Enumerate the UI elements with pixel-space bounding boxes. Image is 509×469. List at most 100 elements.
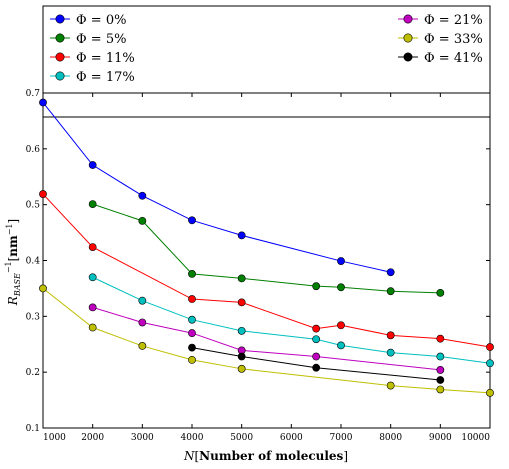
series-5 xyxy=(39,284,494,397)
legend-item: Φ = 0% xyxy=(50,13,126,28)
legend-marker xyxy=(403,33,413,43)
data-point xyxy=(188,269,196,278)
y-axis-label-sup: −1 xyxy=(4,261,13,273)
legend-label: Φ = 17% xyxy=(76,70,135,85)
data-point xyxy=(138,216,147,225)
legend-item: Φ = 11% xyxy=(50,51,135,66)
legend-item: Φ = 17% xyxy=(50,70,135,85)
data-point xyxy=(436,376,445,384)
series-2 xyxy=(39,190,494,351)
series-line xyxy=(191,347,441,381)
data-point xyxy=(188,295,196,303)
legend-marker xyxy=(55,52,65,62)
x-tick-label: 3000 xyxy=(131,433,154,443)
data-point xyxy=(386,348,395,357)
y-axis-label-var: R xyxy=(6,296,20,306)
y-tick-label: 0.6 xyxy=(26,145,41,155)
data-point xyxy=(88,243,97,251)
data-point xyxy=(88,303,97,312)
series-6 xyxy=(188,343,445,384)
data-point xyxy=(337,257,345,265)
data-point xyxy=(386,268,395,277)
legend-label: Φ = 41% xyxy=(424,51,483,66)
plot-frame xyxy=(42,92,491,429)
data-point xyxy=(436,366,445,374)
legend-label: Φ = 0% xyxy=(76,13,126,28)
data-point xyxy=(138,342,147,350)
y-axis-label-close: ] xyxy=(6,219,20,224)
y-axis-label-unit-sup: −1 xyxy=(5,223,14,235)
legend-label: Φ = 5% xyxy=(76,32,126,47)
y-tick-label: 0.5 xyxy=(26,201,41,211)
y-axis-label-sub: BASE xyxy=(13,273,22,297)
data-point xyxy=(39,190,47,198)
data-point xyxy=(188,315,196,324)
legend: Φ = 0% Φ = 5% Φ = 11% Φ = 17% Φ = 21% Φ = 33%… xyxy=(50,13,483,85)
y-axis-label: RBASE−1[nm−1] xyxy=(4,219,22,306)
legend-box xyxy=(42,5,491,118)
data-point xyxy=(436,385,445,394)
x-axis-label: N[Number of molecules] xyxy=(183,449,348,463)
y-tick-label: 0.3 xyxy=(26,312,41,322)
y-tick-label: 0.4 xyxy=(26,257,41,267)
series-line xyxy=(92,306,441,371)
data-point xyxy=(386,331,395,340)
data-point xyxy=(486,388,494,397)
legend-label: Φ = 11% xyxy=(76,51,135,66)
data-point xyxy=(138,296,147,305)
x-axis-label-text: Number of molecules xyxy=(199,449,343,463)
x-axis-label-close: ] xyxy=(343,449,348,463)
data-point xyxy=(486,359,494,368)
legend-label: Φ = 33% xyxy=(424,32,483,47)
data-point xyxy=(39,98,47,107)
series-0 xyxy=(39,98,395,277)
data-point xyxy=(237,364,246,373)
data-point xyxy=(337,341,345,350)
data-point xyxy=(188,355,196,364)
x-tick-label: 2000 xyxy=(81,433,104,443)
x-tick-label: 9000 xyxy=(429,433,452,443)
x-tick-label: 10000 xyxy=(461,433,490,443)
legend-marker xyxy=(403,14,413,24)
data-point xyxy=(138,318,147,327)
data-point xyxy=(88,200,97,209)
legend-marker xyxy=(55,14,65,24)
legend-item: Φ = 33% xyxy=(398,32,483,47)
y-axis: 0.1 0.2 0.3 0.4 0.5 0.6 0.7 xyxy=(26,89,490,434)
data-point xyxy=(312,335,321,344)
x-tick-label: 6000 xyxy=(280,433,303,443)
data-point xyxy=(237,352,246,361)
legend-marker xyxy=(55,33,65,43)
data-point xyxy=(39,284,47,293)
series-layer xyxy=(39,98,494,397)
data-point xyxy=(237,231,246,240)
data-point xyxy=(312,282,321,291)
data-point xyxy=(312,363,321,372)
x-tick-label: 5000 xyxy=(230,433,253,443)
y-axis-label-open: [ xyxy=(6,257,20,262)
data-point xyxy=(237,298,246,307)
y-tick-label: 0.2 xyxy=(26,368,40,378)
data-point xyxy=(88,161,97,169)
y-tick-label: 0.1 xyxy=(26,424,40,434)
y-axis-label-unit: nm xyxy=(6,235,20,257)
data-point xyxy=(88,323,97,332)
data-point xyxy=(312,352,321,361)
x-tick-label: 7000 xyxy=(330,433,353,443)
legend-item: Φ = 21% xyxy=(398,13,483,28)
data-point xyxy=(386,287,395,296)
data-point xyxy=(436,334,445,343)
series-1 xyxy=(88,200,445,297)
series-4 xyxy=(88,303,445,374)
x-axis: 1000 2000 3000 4000 5000 6000 7000 8000 9000 1000… xyxy=(42,93,491,443)
x-tick-label: 1000 xyxy=(43,433,66,443)
y-tick-label: 0.7 xyxy=(26,89,41,99)
data-point xyxy=(386,381,395,390)
data-point xyxy=(486,343,494,351)
x-tick-label: 4000 xyxy=(181,433,204,443)
data-point xyxy=(337,283,345,292)
x-axis-label-open: [ xyxy=(194,449,199,463)
legend-label: Φ = 21% xyxy=(424,13,483,28)
data-point xyxy=(188,216,196,225)
